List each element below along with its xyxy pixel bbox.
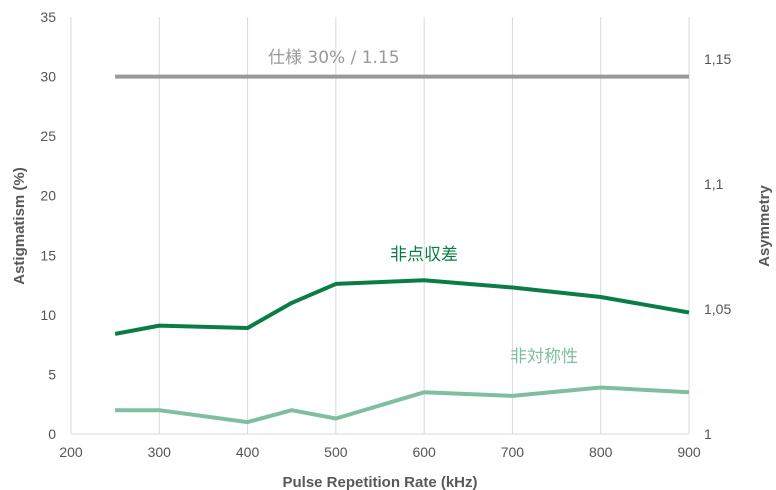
x-tick-label-2: 400 (236, 444, 260, 460)
y-tick-label-5: 25 (40, 128, 56, 144)
x-tick-label-6: 800 (589, 444, 613, 460)
x-axis-title: Pulse Repetition Rate (kHz) (282, 474, 477, 490)
series-line-1 (114, 278, 690, 336)
y2-tick-label-2: 1,1 (704, 176, 724, 192)
y-tick-label-2: 10 (40, 307, 56, 323)
y2-axis-title: Asymmetry (756, 184, 773, 266)
y-tick-label-1: 5 (48, 366, 56, 382)
y-tick-label-7: 35 (40, 9, 56, 25)
x-tick-label-7: 900 (677, 444, 701, 460)
series-label-1: 非点収差 (390, 245, 458, 265)
y-axis-title: Astigmatism (%) (11, 167, 28, 285)
y2-tick-label-0: 1 (704, 426, 712, 442)
x-tick-label-1: 300 (148, 444, 172, 460)
y-tick-label-3: 15 (40, 247, 56, 263)
tick-labels: 200 300 400 500 600 700 800 900 0 5 10 15 20 25 30 35 1 1… (40, 9, 731, 460)
y-tick-label-6: 30 (40, 69, 56, 85)
series-label-0: 仕様 30% / 1.15 (268, 48, 400, 68)
grid (70, 17, 690, 435)
y-tick-label-4: 20 (40, 188, 56, 204)
x-tick-label-3: 500 (324, 444, 348, 460)
series-group (114, 74, 690, 425)
series-label-2: 非対称性 (510, 347, 578, 367)
y2-tick-label-1: 1,05 (704, 301, 731, 317)
x-tick-label-0: 200 (59, 444, 83, 460)
y-tick-label-0: 0 (48, 426, 56, 442)
x-tick-label-4: 600 (412, 444, 436, 460)
y2-tick-label-3: 1,15 (704, 51, 731, 67)
x-tick-label-5: 700 (501, 444, 525, 460)
series-line-2 (115, 385, 690, 425)
